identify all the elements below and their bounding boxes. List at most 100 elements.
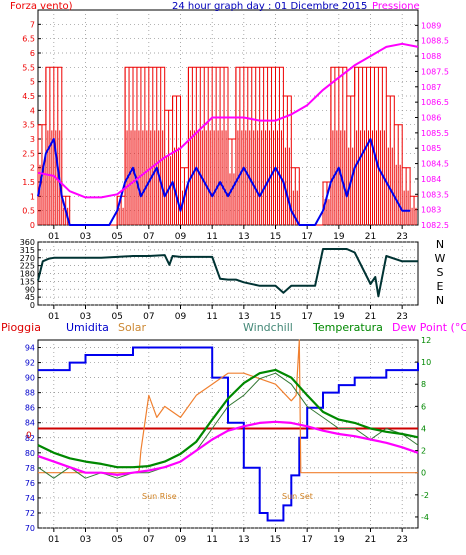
chart-title: 24 hour graph day : 01 Dicembre 2015 xyxy=(172,1,367,12)
wind-direction-x-tick-label: 01 xyxy=(48,312,59,322)
wind-direction-tick-label: 270 xyxy=(20,254,35,263)
humidity-tick-label: 82 xyxy=(25,434,35,443)
wind-speed-tick-label: 4.5 xyxy=(22,92,35,101)
temperature-x-tick-label: 19 xyxy=(333,535,345,545)
wind-speed-tick-label: 2.5 xyxy=(22,149,35,158)
wind-direction-x-tick-label: 09 xyxy=(175,312,187,322)
pressure-line xyxy=(37,42,419,199)
pressure-tick-label: 1085 xyxy=(421,144,441,153)
legend-solar: Solar xyxy=(118,321,147,334)
wind-direction-tick-label: 90 xyxy=(25,285,35,294)
pressure-tick-label: 1087 xyxy=(421,83,441,92)
wind-pressure-x-tick-label: 17 xyxy=(301,232,312,242)
wind-speed-tick-label: 3 xyxy=(30,135,35,144)
temperature-x-tick-label: 15 xyxy=(270,535,281,545)
wind-pressure-x-tick-label: 05 xyxy=(111,232,122,242)
wind-speed-tick-label: 6 xyxy=(30,49,35,58)
wind-pressure-x-tick-label: 01 xyxy=(48,232,59,242)
humidity-axis: 70 72 74 76 78 80 82 84 86 88 90 92 94 xyxy=(25,344,41,533)
wind-direction-tick-label: 315 xyxy=(20,246,35,255)
wind-speed-tick-label: 7 xyxy=(30,20,35,29)
pressure-label: Pressione xyxy=(372,1,420,12)
wind-pressure-x-axis: 01 03 05 07 09 11 13 15 17 19 21 23 xyxy=(48,225,408,242)
humidity-tick-label: 78 xyxy=(25,464,35,473)
wind-speed-tick-label: 5 xyxy=(30,78,35,87)
wind-direction-x-tick-label: 11 xyxy=(206,312,217,322)
temperature-x-tick-label: 09 xyxy=(175,535,187,545)
temperature-tick-label: -4 xyxy=(421,513,429,522)
pressure-tick-label: 1084 xyxy=(421,175,441,184)
wind-pressure-x-tick-label: 07 xyxy=(143,232,154,242)
humidity-line xyxy=(38,346,419,522)
humidity-tick-label: 76 xyxy=(25,479,35,488)
wind-direction-tick-label: 135 xyxy=(20,277,35,286)
compass-label: S xyxy=(437,266,444,279)
wind-pressure-x-tick-label: 15 xyxy=(270,232,281,242)
wind-pressure-panel: 0 0.5 1 1.5 2 2.5 3 3.5 4 4.5 5 5.5 6 6.5 7 1082.5 1083… xyxy=(10,1,449,242)
pressure-tick-label: 1083 xyxy=(421,206,441,215)
wind-direction-x-axis: 01 03 05 07 09 11 13 15 17 19 21 23 xyxy=(48,305,408,322)
pressure-tick-label: 1089 xyxy=(421,21,441,30)
legend-temperatura: Temperatura xyxy=(312,321,383,334)
humidity-tick-label: 80 xyxy=(25,449,35,458)
wind-pressure-x-tick-label: 21 xyxy=(365,232,376,242)
pressure-tick-label: 1086.5 xyxy=(421,98,449,107)
wind-direction-x-tick-label: 07 xyxy=(143,312,154,322)
wind-speed-tick-label: 2 xyxy=(30,164,35,173)
temperature-plot-area xyxy=(37,339,419,529)
legend-windchill: Windchill xyxy=(243,321,293,334)
wind-direction-tick-label: 45 xyxy=(25,293,35,302)
pressure-tick-label: 1086 xyxy=(421,114,441,123)
temperature-x-tick-label: 05 xyxy=(111,535,122,545)
temperature-tick-label: 4 xyxy=(421,424,426,433)
legend-umidita: Umidita xyxy=(66,321,109,334)
humidity-tick-label: 86 xyxy=(25,404,35,413)
wind-direction-series xyxy=(37,248,418,298)
wind-speed-tick-label: 0.5 xyxy=(22,207,35,216)
temperature-humidity-panel: 70 72 74 76 78 80 82 84 86 88 90 92 94 -4 -2 0 2 4 6 8 10 12… xyxy=(1,321,466,545)
wind-direction-grid xyxy=(38,241,418,306)
pressure-axis: 1082.5 1083 1083.5 1084 1084.5 1085 1085.5 1086… xyxy=(415,21,449,230)
temperature-line xyxy=(37,368,419,469)
wind-speed-tick-label: 6.5 xyxy=(22,35,35,44)
temperature-series xyxy=(37,339,419,522)
humidity-tick-label: 94 xyxy=(25,344,35,353)
temperature-tick-label: 2 xyxy=(421,447,426,456)
wind-speed-tick-label: 0 xyxy=(30,221,35,230)
humidity-tick-label: 88 xyxy=(25,389,35,398)
wind-direction-tick-label: 0 xyxy=(30,301,35,310)
temperature-x-tick-label: 01 xyxy=(48,535,59,545)
humidity-tick-label: 70 xyxy=(25,524,35,533)
compass-label: N xyxy=(436,238,444,251)
wind-pressure-x-tick-label: 23 xyxy=(396,232,407,242)
wind-direction-x-tick-label: 21 xyxy=(365,312,376,322)
temperature-x-tick-label: 23 xyxy=(396,535,407,545)
wind-pressure-series xyxy=(37,42,419,226)
wind-pressure-x-tick-label: 03 xyxy=(80,232,91,242)
humidity-tick-label: 74 xyxy=(25,494,35,503)
temperature-tick-label: 6 xyxy=(421,402,426,411)
temperature-tick-label: -2 xyxy=(421,491,429,500)
wind-speed-label: Forza vento) xyxy=(10,1,73,12)
wind-pressure-x-tick-label: 13 xyxy=(238,232,249,242)
wind-direction-tick-label: 360 xyxy=(20,238,35,247)
wind-direction-x-tick-label: 05 xyxy=(111,312,122,322)
wind-pressure-x-tick-label: 19 xyxy=(333,232,345,242)
compass-label: W xyxy=(435,252,446,265)
temperature-x-tick-label: 11 xyxy=(206,535,217,545)
rain-value-label: 0 xyxy=(26,431,32,441)
temperature-x-tick-label: 03 xyxy=(80,535,91,545)
wind-direction-tick-label: 225 xyxy=(20,262,35,271)
temperature-tick-label: 8 xyxy=(421,380,426,389)
sunrise-label: Sun Rise xyxy=(142,492,177,501)
wind-speed-tick-label: 4 xyxy=(30,106,35,115)
wind-pressure-x-tick-label: 09 xyxy=(175,232,187,242)
wind-gust-line xyxy=(37,138,411,226)
wind-speed-tick-label: 1.5 xyxy=(22,178,35,187)
legend-dew-point: Dew Point (°C) xyxy=(392,321,466,334)
sunset-label: Sun Set xyxy=(282,492,313,501)
temperature-x-axis: 01 03 05 07 09 11 13 15 17 19 21 23 xyxy=(48,528,408,545)
